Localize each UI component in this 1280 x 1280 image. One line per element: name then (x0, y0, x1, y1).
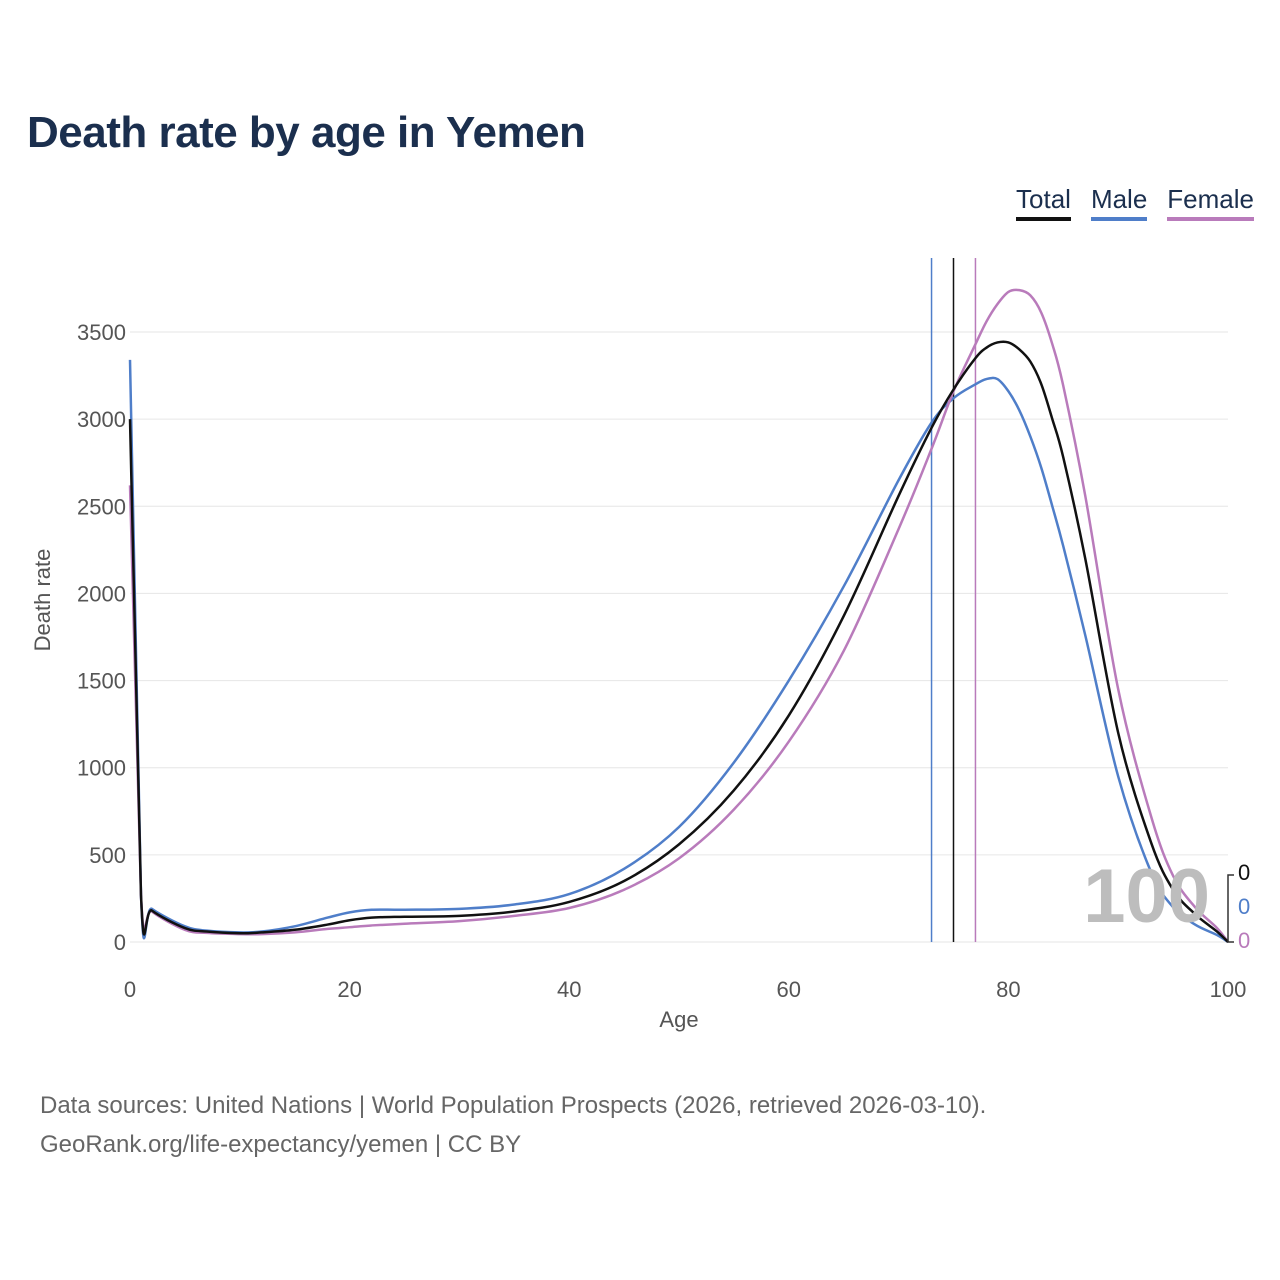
y-tick-3000: 3000 (77, 407, 126, 432)
end-value-bracket (1227, 874, 1234, 943)
legend: Total Male Female (1016, 184, 1254, 221)
x-tick-100: 100 (1210, 977, 1247, 1002)
x-axis-label: Age (659, 1007, 698, 1032)
y-axis-ticks: 0 500 1000 1500 2000 2500 3000 3500 (77, 320, 126, 955)
gridlines (130, 331, 1228, 943)
y-tick-1000: 1000 (77, 756, 126, 781)
x-tick-20: 20 (337, 977, 361, 1002)
end-values: 0 0 0 (1238, 860, 1250, 953)
y-tick-3500: 3500 (77, 320, 126, 345)
legend-item-total[interactable]: Total (1016, 184, 1071, 221)
footer-sources: Data sources: United Nations | World Pop… (40, 1092, 987, 1119)
y-tick-500: 500 (89, 843, 126, 868)
y-tick-0: 0 (114, 930, 126, 955)
legend-item-male[interactable]: Male (1090, 184, 1148, 221)
x-tick-40: 40 (557, 977, 581, 1002)
footer: Data sources: United Nations | World Pop… (40, 1086, 986, 1164)
current-age-label: 100 (1083, 854, 1210, 939)
legend-item-female[interactable]: Female (1167, 184, 1254, 221)
end-value-male: 0 (1238, 894, 1250, 919)
y-tick-1500: 1500 (77, 669, 126, 694)
x-tick-80: 80 (996, 977, 1020, 1002)
y-axis-label: Death rate (30, 549, 55, 652)
series-line-total (128, 340, 1229, 943)
series-lines (128, 288, 1229, 944)
footer-credit[interactable]: GeoRank.org/life-expectancy/yemen | CC B… (40, 1131, 522, 1158)
x-tick-60: 60 (777, 977, 801, 1002)
y-tick-2500: 2500 (77, 494, 126, 519)
x-tick-0: 0 (124, 977, 136, 1002)
end-value-total: 0 (1238, 860, 1250, 885)
x-axis-ticks: 0 20 40 60 80 100 (124, 977, 1246, 1002)
chart-title: Death rate by age in Yemen (27, 108, 586, 157)
life-expectancy-markers (930, 258, 977, 942)
y-tick-2000: 2000 (77, 581, 126, 606)
end-value-female: 0 (1238, 928, 1250, 953)
